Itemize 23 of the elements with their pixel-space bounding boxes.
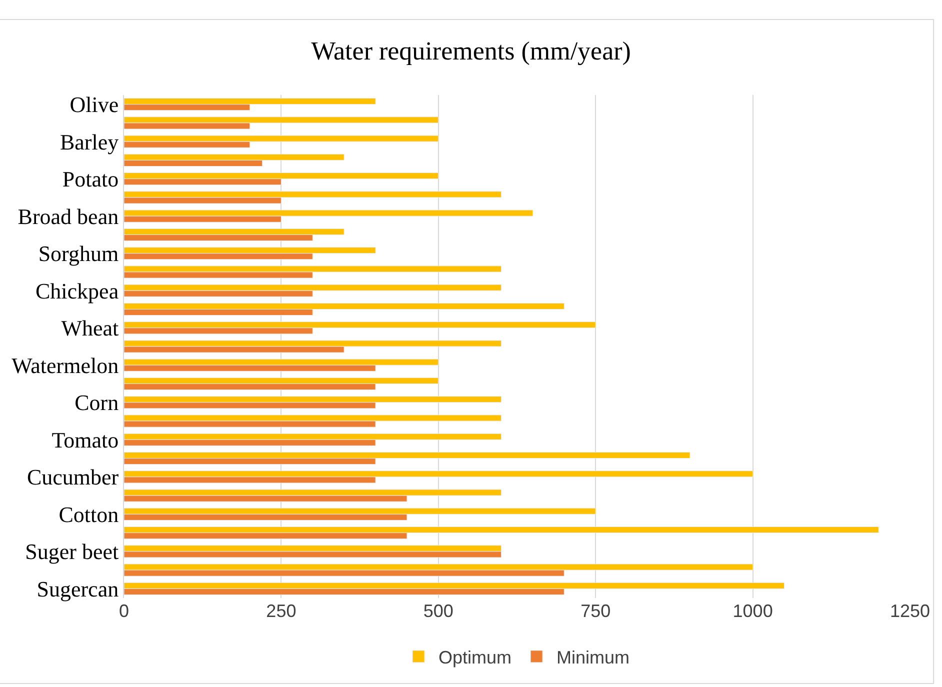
x-tick-label: 0 — [118, 601, 130, 621]
y-tick-label: Barley — [60, 129, 119, 154]
y-tick-label: Chickpea — [36, 278, 119, 304]
y-tick-label: Broad bean — [18, 204, 119, 229]
y-tick-label: Suger beet — [25, 539, 119, 564]
y-tick-label: Sugercan — [36, 576, 119, 602]
y-tick-label: Cotton — [58, 502, 119, 527]
y-tick-label: Wheat — [61, 316, 119, 341]
x-tick-label: 500 — [423, 601, 454, 621]
y-tick-label: Olive — [70, 92, 119, 118]
x-tick-label: 750 — [580, 601, 611, 621]
y-tick-label: Sorghum — [38, 241, 119, 266]
y-tick-label: Potato — [62, 166, 119, 192]
y-tick-label: Corn — [74, 390, 119, 416]
y-tick-label: Watermelon — [12, 352, 119, 378]
x-tick-label: 1250 — [890, 601, 930, 621]
y-tick-label: Tomato — [52, 427, 119, 452]
y-tick-label: Cucumber — [26, 464, 120, 490]
legend-label: Optimum — [438, 647, 512, 668]
x-tick-label: 250 — [266, 601, 296, 621]
x-tick-label: 1000 — [732, 601, 773, 621]
legend-label: Minimum — [556, 647, 630, 668]
chart-title: Water requirements (mm/year) — [311, 36, 631, 66]
